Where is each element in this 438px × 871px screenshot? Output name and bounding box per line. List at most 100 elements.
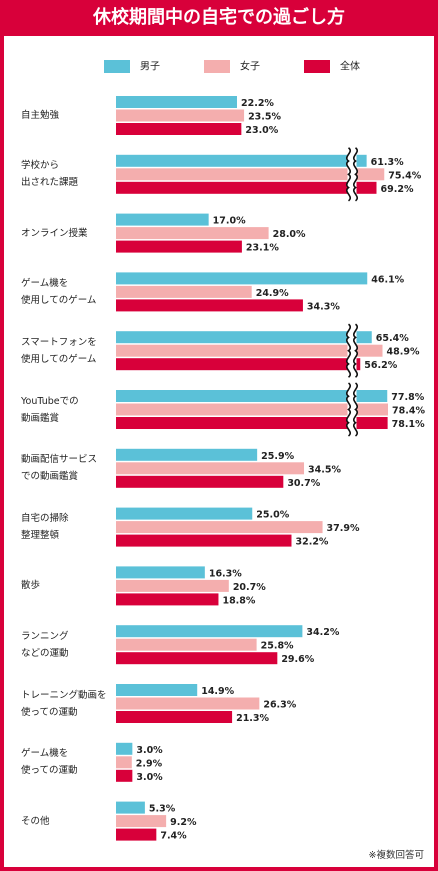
data-label-boys: 25.0%	[256, 510, 289, 521]
category-label-line: YouTubeでの	[21, 395, 79, 407]
bar-all	[116, 240, 242, 253]
bar-boys	[116, 154, 367, 167]
data-label-all: 34.3%	[307, 301, 340, 312]
data-label-girls: 24.9%	[256, 288, 289, 299]
data-label-boys: 61.3%	[371, 157, 404, 168]
bar-girls	[116, 697, 260, 710]
data-label-all: 23.1%	[246, 243, 279, 254]
legend-label-all: 全体	[340, 61, 360, 73]
data-label-boys: 77.8%	[391, 392, 424, 403]
category-label-line: 動画配信サービス	[21, 454, 98, 466]
category-label-line: 動画鑑賞	[21, 412, 60, 424]
data-label-boys: 46.1%	[371, 274, 404, 285]
category-label: 散歩	[21, 577, 40, 594]
category-label-line: 自宅の掃除	[21, 513, 69, 525]
data-label-boys: 65.4%	[376, 333, 409, 344]
category-label: ランニングなどの運動	[21, 628, 69, 662]
data-label-all: 29.6%	[281, 654, 314, 665]
category-label: 自主勉強	[21, 107, 59, 124]
bar-all	[116, 828, 157, 841]
category-label: 動画配信サービス での動画鑑賞	[21, 451, 97, 485]
data-label-girls: 34.5%	[308, 464, 341, 475]
data-label-boys: 25.9%	[261, 451, 294, 462]
data-label-all: 32.2%	[295, 537, 328, 548]
data-label-all: 21.3%	[236, 713, 269, 724]
bar-girls	[116, 756, 132, 769]
bar-all	[116, 711, 233, 723]
bar-boys	[116, 684, 198, 696]
category-label-line: 使用してのゲーム	[21, 353, 97, 365]
data-label-all: 30.7%	[287, 478, 320, 489]
category-label: スマートフォンを 使用してのゲーム	[21, 334, 97, 368]
data-label-girls: 23.5%	[248, 112, 281, 123]
bar-girls	[116, 403, 388, 416]
legend-label-boys: 男子	[140, 61, 160, 73]
bar-all	[116, 123, 242, 135]
bar-all	[116, 652, 278, 665]
axis-break-mark	[346, 323, 351, 378]
data-label-boys: 17.0%	[213, 216, 246, 227]
category-label-line: スマートフォンを	[21, 336, 97, 348]
bar-boys	[116, 390, 388, 402]
category-label: ゲーム機を 使用してのゲーム	[21, 275, 96, 309]
bar-all	[116, 417, 388, 429]
axis-break-gap	[347, 330, 357, 372]
category-label-line: ランニング	[21, 630, 69, 642]
category-label-line: 使っての運動	[21, 765, 78, 777]
legend-swatch-boys	[104, 60, 130, 73]
category-label-line: での動画鑑賞	[21, 471, 79, 483]
category-label-line: 出された課題	[21, 177, 79, 189]
data-label-boys: 5.3%	[149, 804, 176, 815]
bar-all	[116, 299, 303, 312]
bar-boys	[116, 742, 133, 755]
data-label-girls: 28.0%	[273, 229, 306, 240]
category-label: トレーニング動画を 使っての運動	[21, 687, 107, 721]
category-label-line: 自主勉強	[21, 110, 60, 121]
data-label-all: 78.1%	[392, 419, 425, 430]
data-label-all: 3.0%	[136, 772, 163, 783]
data-label-boys: 34.2%	[306, 627, 339, 638]
bar-boys	[116, 566, 205, 579]
bar-all	[116, 534, 292, 547]
data-label-boys: 14.9%	[201, 686, 234, 697]
data-label-girls: 75.4%	[388, 170, 421, 181]
bar-girls	[116, 579, 229, 592]
data-label-all: 69.2%	[381, 184, 414, 195]
data-label-all: 7.4%	[160, 831, 187, 842]
bar-boys	[116, 507, 253, 520]
category-label-line: などの運動	[21, 647, 69, 659]
data-label-girls: 48.9%	[387, 347, 420, 358]
bar-boys	[116, 801, 145, 814]
category-label-line: 整理整頓	[21, 530, 60, 542]
data-label-girls: 25.8%	[261, 641, 294, 652]
category-label-line: ゲーム機を	[21, 277, 69, 289]
legend-item-all: 全体	[304, 60, 360, 74]
data-label-girls: 2.9%	[136, 758, 163, 769]
category-label: ゲーム機を 使っての運動	[21, 745, 78, 779]
category-label-line: 散歩	[21, 580, 41, 592]
axis-break-mark	[353, 382, 358, 437]
bar-girls	[116, 285, 252, 298]
bar-girls	[116, 344, 383, 357]
category-label-line: トレーニング動画を	[21, 689, 107, 701]
bar-all	[116, 769, 133, 782]
legend-swatch-girls	[204, 60, 230, 73]
category-label-line: 学校から	[21, 160, 60, 172]
bar-all	[116, 358, 361, 371]
legend-item-girls: 女子	[204, 60, 260, 74]
category-label-line: オンライン授業	[21, 227, 88, 239]
category-label: その他	[21, 813, 50, 830]
data-label-girls: 9.2%	[170, 817, 197, 828]
bar-girls	[116, 638, 257, 651]
category-label-line: 使っての運動	[21, 706, 78, 718]
bar-girls	[116, 462, 305, 475]
bar-girls	[116, 815, 167, 828]
data-label-boys: 3.0%	[136, 745, 163, 756]
category-label: 学校から出された課題	[21, 157, 78, 191]
footnote: ※複数回答可	[368, 850, 424, 861]
bar-all	[116, 593, 219, 606]
legend-label-girls: 女子	[240, 61, 260, 73]
bar-boys	[116, 625, 303, 638]
